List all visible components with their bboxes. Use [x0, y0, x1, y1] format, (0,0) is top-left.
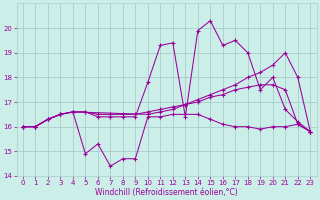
- X-axis label: Windchill (Refroidissement éolien,°C): Windchill (Refroidissement éolien,°C): [95, 188, 238, 197]
